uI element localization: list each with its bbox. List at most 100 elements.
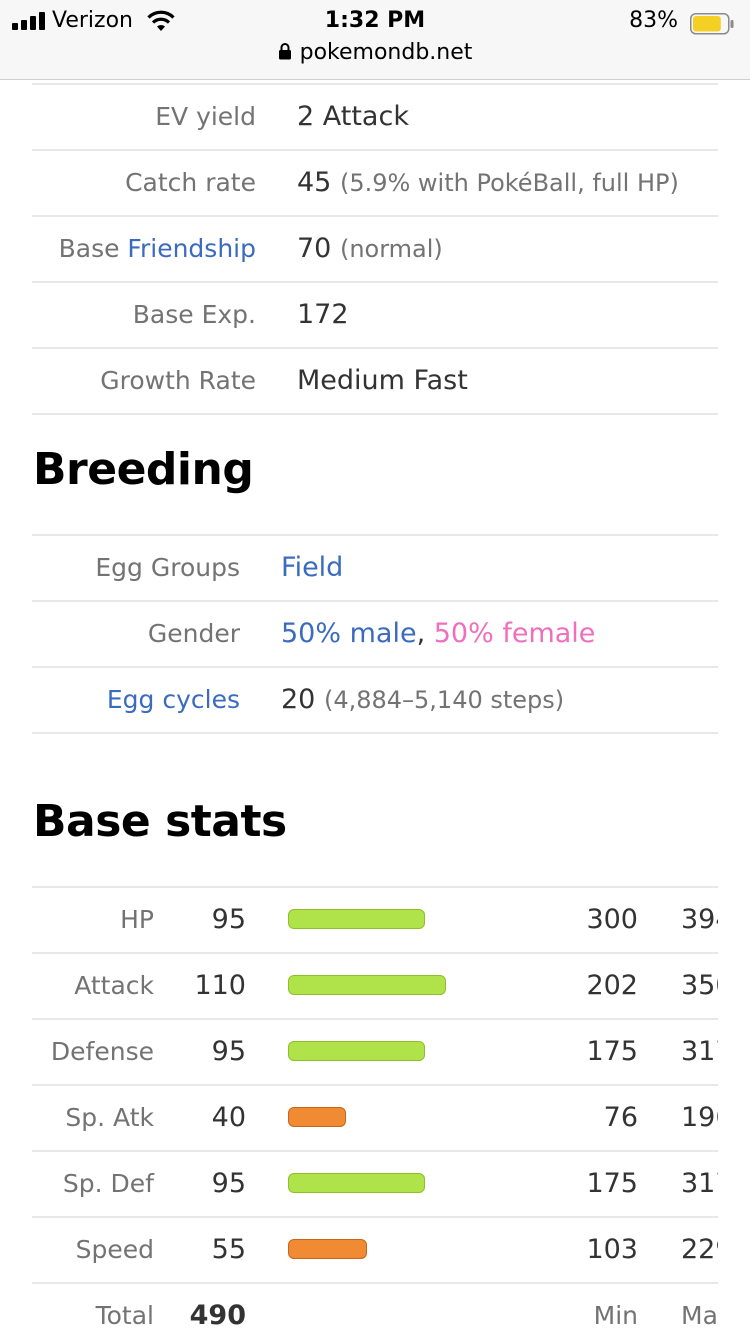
stat-name: Sp. Atk	[65, 1103, 154, 1132]
stat-row-attack: Attack 110 202 350	[32, 954, 718, 1020]
stat-max: 317	[681, 1168, 718, 1199]
wifi-icon	[147, 10, 175, 31]
stat-row-sp-atk: Sp. Atk 40 76 196	[32, 1086, 718, 1152]
stat-name: Attack	[74, 971, 154, 1000]
growth-rate-row: Growth Rate Medium Fast	[32, 349, 718, 415]
stat-value: 110	[194, 970, 246, 1001]
battery-icon	[690, 13, 734, 35]
stat-row-sp-def: Sp. Def 95 175 317	[32, 1152, 718, 1218]
catch-rate-note: (5.9% with PokéBall, full HP)	[339, 169, 679, 197]
page-content: EV yield 2 Attack Catch rate 45 (5.9% wi…	[0, 80, 750, 1334]
growth-rate-value: Medium Fast	[297, 365, 468, 396]
divider	[32, 886, 718, 888]
catch-rate-number: 45	[297, 167, 332, 198]
egg-groups-value: Field	[281, 536, 343, 600]
stat-min: 103	[586, 1234, 638, 1265]
gender-separator: ,	[416, 618, 426, 649]
egg-cycles-value: 20 (4,884–5,140 steps)	[281, 668, 564, 732]
stat-bar	[288, 1107, 346, 1127]
base-friendship-label: Base Friendship	[32, 217, 256, 281]
egg-groups-label: Egg Groups	[95, 553, 240, 582]
clock: 1:32 PM	[324, 8, 426, 33]
stat-bar	[288, 1041, 425, 1061]
signal-icon	[12, 12, 45, 30]
ev-yield-label: EV yield	[155, 102, 256, 131]
growth-rate-label: Growth Rate	[100, 366, 256, 395]
gender-row: Gender 50% male, 50% female	[32, 602, 718, 668]
stat-max: 317	[681, 1036, 718, 1067]
stat-bar-track	[288, 1239, 538, 1261]
gender-value: 50% male, 50% female	[281, 602, 595, 666]
stat-bar-track	[288, 975, 538, 997]
egg-cycles-label: Egg cycles	[32, 668, 240, 732]
egg-cycles-number: 20	[281, 684, 316, 715]
egg-group-field-link[interactable]: Field	[281, 552, 344, 583]
total-value: 490	[189, 1300, 246, 1331]
status-bar: Verizon 1:32 PM 83%	[0, 6, 750, 36]
base-exp-value: 172	[297, 299, 349, 330]
stat-row-speed: Speed 55 103 229	[32, 1218, 718, 1284]
stat-row-hp: HP 95 300 394	[32, 888, 718, 954]
address-bar[interactable]: pokemondb.net	[0, 40, 750, 65]
stat-bar	[288, 975, 446, 995]
stat-bar-track	[288, 1041, 538, 1063]
stat-max: 350	[681, 970, 718, 1001]
egg-cycles-row: Egg cycles 20 (4,884–5,140 steps)	[32, 668, 718, 734]
gender-male: 50% male	[281, 618, 417, 649]
base-friendship-number: 70	[297, 233, 332, 264]
egg-groups-row: Egg Groups Field	[32, 536, 718, 602]
ev-yield-row: EV yield 2 Attack	[32, 85, 718, 151]
friendship-link[interactable]: Friendship	[127, 234, 256, 263]
stat-value: 95	[211, 1036, 246, 1067]
stat-name: Defense	[50, 1037, 154, 1066]
stat-bar-track	[288, 1107, 538, 1129]
min-header: Min	[593, 1301, 638, 1330]
stat-name: HP	[120, 905, 154, 934]
battery-percent: 83%	[629, 8, 678, 33]
stat-min: 175	[586, 1036, 638, 1067]
url-domain: pokemondb.net	[299, 40, 473, 65]
max-header: Max	[681, 1301, 718, 1330]
base-stats-heading: Base stats	[33, 796, 287, 847]
catch-rate-label: Catch rate	[125, 168, 256, 197]
stat-bar	[288, 1173, 425, 1193]
base-friendship-label-prefix: Base	[58, 234, 128, 263]
gender-label: Gender	[147, 619, 240, 648]
stat-total-row: Total 490 Min Max	[32, 1284, 718, 1334]
catch-rate-row: Catch rate 45 (5.9% with PokéBall, full …	[32, 151, 718, 217]
base-friendship-row: Base Friendship 70 (normal)	[32, 217, 718, 283]
stat-max: 196	[681, 1102, 718, 1133]
stat-value: 95	[211, 904, 246, 935]
stat-min: 202	[586, 970, 638, 1001]
gender-female: 50% female	[433, 618, 596, 649]
stat-bar	[288, 909, 425, 929]
carrier-name: Verizon	[52, 8, 133, 33]
stat-name: Sp. Def	[62, 1169, 154, 1198]
stat-min: 300	[586, 904, 638, 935]
egg-cycles-link[interactable]: Egg cycles	[106, 685, 240, 714]
egg-cycles-note: (4,884–5,140 steps)	[323, 686, 565, 714]
stat-bar-track	[288, 1173, 538, 1195]
stat-max: 394	[681, 904, 718, 935]
stat-bar	[288, 1239, 367, 1259]
lock-icon	[278, 43, 291, 60]
base-friendship-note: (normal)	[339, 235, 443, 263]
stat-value: 40	[211, 1102, 246, 1133]
stat-value: 95	[211, 1168, 246, 1199]
base-exp-label: Base Exp.	[132, 300, 256, 329]
stat-bar-track	[288, 909, 538, 931]
browser-top-bar: Verizon 1:32 PM 83% pokemondb.net	[0, 0, 750, 80]
breeding-heading: Breeding	[33, 444, 254, 495]
stat-min: 175	[586, 1168, 638, 1199]
ev-yield-value: 2 Attack	[297, 101, 409, 132]
stat-min: 76	[603, 1102, 638, 1133]
stat-value: 55	[211, 1234, 246, 1265]
stat-name: Speed	[75, 1235, 154, 1264]
catch-rate-value: 45 (5.9% with PokéBall, full HP)	[297, 151, 679, 215]
total-label: Total	[95, 1301, 154, 1330]
base-exp-row: Base Exp. 172	[32, 283, 718, 349]
divider	[32, 83, 718, 85]
divider	[32, 534, 718, 536]
base-friendship-value: 70 (normal)	[297, 217, 443, 281]
stat-row-defense: Defense 95 175 317	[32, 1020, 718, 1086]
